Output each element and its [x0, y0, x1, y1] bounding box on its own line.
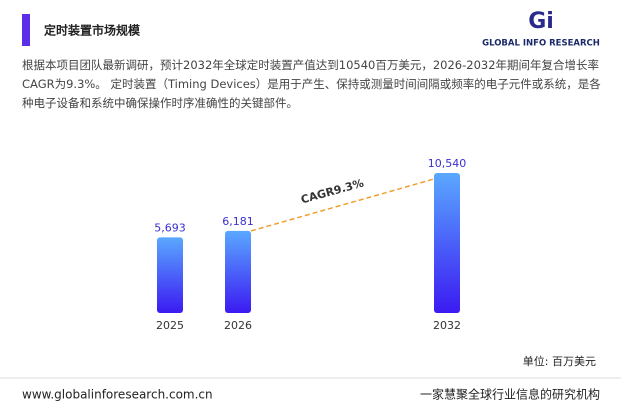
value-label: 10,540: [428, 157, 467, 170]
footer-url: www.globalinforesearch.com.cn: [22, 388, 213, 402]
description: 根据本项目团队最新调研，预计2032年全球定时装置产值达到10540百万美元，2…: [22, 58, 601, 110]
unit-label: 单位: 百万美元: [523, 354, 596, 368]
logo-mark: Gi: [528, 9, 554, 34]
bar: [157, 237, 183, 313]
header-title: 定时装置市场规模: [44, 23, 141, 38]
footer-slogan: 一家慧聚全球行业信息的研究机构: [420, 387, 600, 402]
bar: [225, 230, 251, 313]
x-tick-label: 2032: [433, 319, 461, 332]
logo-text: GLOBAL INFO RESEARCH: [482, 39, 600, 49]
x-tick-label: 2026: [224, 319, 252, 332]
value-label: 5,693: [154, 221, 186, 234]
bar: [434, 173, 460, 313]
value-label: 6,181: [222, 215, 254, 228]
header-accent: [22, 14, 30, 46]
x-tick-label: 2025: [156, 319, 184, 332]
